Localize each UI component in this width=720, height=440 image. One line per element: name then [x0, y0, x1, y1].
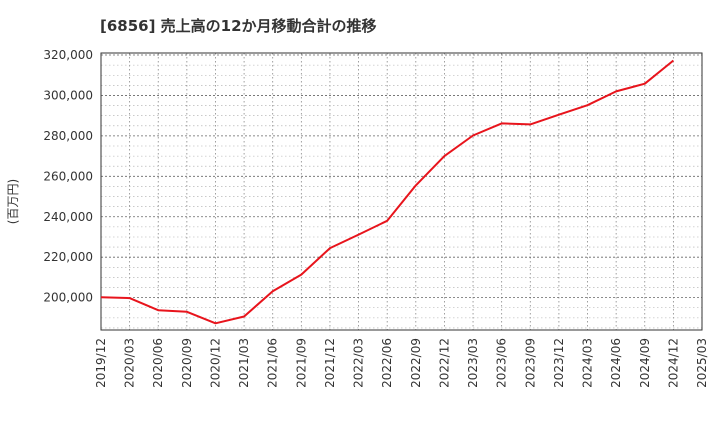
- y-tick-label: 280,000: [43, 129, 93, 143]
- x-tick-label: 2022/03: [352, 338, 366, 388]
- y-tick-label: 260,000: [43, 169, 93, 183]
- y-tick-label: 200,000: [43, 291, 93, 305]
- x-tick-label: 2023/06: [495, 338, 509, 388]
- y-axis-ticks: 200,000 220,000 240,000 260,000 280,000 300,0…: [43, 48, 93, 305]
- plot-area: [100, 52, 703, 331]
- y-tick-label: 240,000: [43, 210, 93, 224]
- x-tick-label: 2022/12: [437, 338, 451, 388]
- x-tick-label: 2022/06: [380, 338, 394, 388]
- x-tick-label: 2024/09: [638, 338, 652, 388]
- y-tick-label: 320,000: [43, 48, 93, 62]
- chart-title: [6856] 売上高の12か月移動合計の推移: [100, 17, 377, 35]
- x-tick-label: 2023/03: [466, 338, 480, 388]
- series-layer: [100, 59, 675, 325]
- x-tick-label: 2021/03: [237, 338, 251, 388]
- x-tick-label: 2024/06: [609, 338, 623, 388]
- x-tick-label: 2023/09: [523, 338, 537, 388]
- y-tick-label: 300,000: [43, 88, 93, 102]
- y-axis-label: (百万円): [6, 179, 20, 224]
- x-tick-label: 2020/12: [208, 338, 222, 388]
- x-tick-label: 2020/09: [180, 338, 194, 388]
- x-tick-label: 2021/12: [323, 338, 337, 388]
- x-tick-label: 2019/12: [94, 338, 108, 388]
- x-tick-label: 2024/12: [666, 338, 680, 388]
- x-tick-label: 2023/12: [552, 338, 566, 388]
- x-tick-label: 2022/09: [409, 338, 423, 388]
- y-tick-label: 220,000: [43, 250, 93, 264]
- x-tick-label: 2025/03: [695, 338, 709, 388]
- x-tick-label: 2024/03: [581, 338, 595, 388]
- series-line: [100, 59, 675, 325]
- x-axis-ticks: 2019/12 2020/03 2020/06 2020/09 2020/12 2021/…: [94, 338, 709, 388]
- x-tick-label: 2020/06: [151, 338, 165, 388]
- x-tick-label: 2020/03: [123, 338, 137, 388]
- grid: [101, 53, 702, 330]
- x-tick-label: 2021/06: [266, 338, 280, 388]
- x-tick-label: 2021/09: [294, 338, 308, 388]
